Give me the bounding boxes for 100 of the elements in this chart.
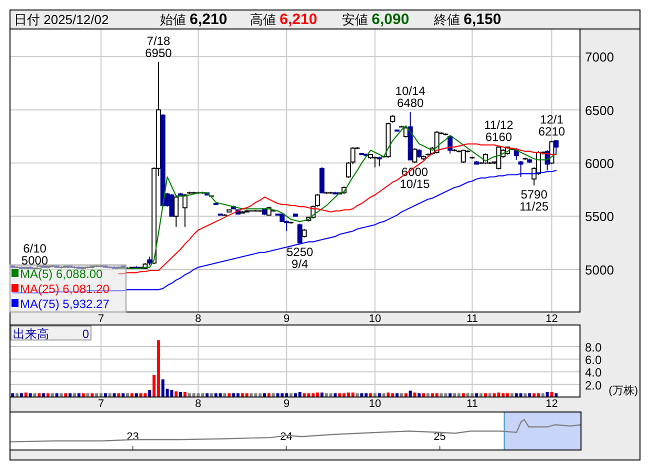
bar (462, 393, 465, 397)
bar (139, 393, 142, 397)
bar (228, 393, 231, 397)
bar (386, 392, 390, 397)
bar (196, 393, 200, 397)
text: 始値 6,210 (160, 11, 228, 28)
candlestick (376, 156, 382, 167)
y-tick-label: 6500 (585, 102, 614, 118)
candlestick (297, 223, 302, 244)
x-tick-label: 7 (98, 398, 104, 410)
bar (413, 392, 416, 397)
bar (480, 393, 483, 397)
x-tick-label: 10 (368, 398, 382, 410)
bar (60, 393, 63, 397)
bar (444, 393, 448, 397)
candlestick (412, 148, 418, 164)
bar (519, 393, 522, 397)
bar (144, 393, 147, 397)
bar (263, 393, 266, 397)
bar (334, 393, 337, 397)
bar (532, 393, 536, 397)
bar (272, 393, 275, 397)
annotation: 5250 9/4 (286, 244, 314, 271)
bar (484, 393, 487, 397)
bar (302, 393, 306, 397)
text: 安値 6,090 (342, 11, 410, 28)
x-tick-label: 9 (284, 398, 290, 410)
bar (475, 393, 478, 397)
y-tick-label: 5500 (585, 209, 614, 224)
bar (448, 393, 452, 397)
bar (218, 393, 222, 397)
annotation: 6/10 5000 (21, 241, 48, 268)
y-tick-label: 4.0 (585, 366, 602, 380)
candlestick (169, 193, 174, 217)
candlestick (174, 194, 179, 228)
y-tick-label: 7000 (585, 50, 614, 65)
y-tick-label: 6.0 (585, 353, 602, 368)
candlestick (518, 160, 524, 178)
bar (73, 393, 76, 397)
x-tick-label: 12 (546, 398, 558, 410)
bar (373, 393, 376, 397)
bar (280, 393, 284, 397)
bar (492, 393, 496, 397)
bar (267, 393, 270, 397)
bar (28, 393, 32, 397)
bar (148, 390, 152, 397)
bar (254, 393, 258, 397)
bar (408, 390, 412, 397)
bar (68, 393, 72, 397)
x-tick-label: 7 (98, 313, 104, 325)
bar (170, 390, 174, 397)
bar (223, 393, 226, 397)
bar (250, 393, 253, 397)
annotation: 7/18 6950 (145, 34, 172, 60)
text: 高値 6,210 (250, 11, 318, 28)
bar (396, 393, 399, 397)
bar (38, 393, 41, 397)
candlestick (372, 156, 378, 168)
bar (290, 393, 293, 397)
bar (82, 393, 85, 397)
bar (122, 393, 125, 397)
bar (50, 393, 54, 397)
text: 日付 2025/12/02 (14, 12, 109, 27)
bar (453, 393, 456, 397)
y-tick-label: 8.0 (585, 340, 602, 354)
legend: MA(5) 6,088.00 MA(25) 6,081.20 MA(75) 5,932.27 (10, 264, 126, 312)
bar (192, 393, 196, 397)
bar (156, 340, 160, 397)
bar (16, 393, 19, 397)
bar (24, 392, 28, 397)
bar (497, 392, 500, 397)
bar (400, 393, 403, 397)
text: 終値 6,150 (433, 11, 502, 28)
bar (245, 393, 248, 397)
bar (320, 392, 324, 397)
candlestick (554, 140, 559, 154)
bar (33, 393, 36, 397)
bar (117, 393, 120, 397)
bar (108, 393, 112, 397)
bar (528, 393, 532, 397)
bar (11, 393, 14, 397)
bar (378, 393, 381, 397)
y-tick-label: 5000 (585, 262, 614, 278)
bar (466, 393, 470, 397)
bar (307, 393, 310, 397)
bar (232, 393, 236, 397)
bar (95, 393, 98, 397)
bar (130, 393, 134, 397)
bar (86, 393, 90, 397)
x-tick-label: 8 (195, 398, 202, 410)
y-tick-label: 6000 (585, 156, 614, 172)
bar (338, 393, 342, 397)
legend-label: MA(25) 6,081.20 (20, 282, 110, 296)
bar (134, 393, 138, 397)
bar (42, 393, 46, 397)
x-tick-label: 11 (466, 313, 478, 325)
bar (426, 393, 430, 397)
candlestick (496, 146, 502, 170)
bar (382, 393, 386, 397)
bar (422, 393, 426, 397)
